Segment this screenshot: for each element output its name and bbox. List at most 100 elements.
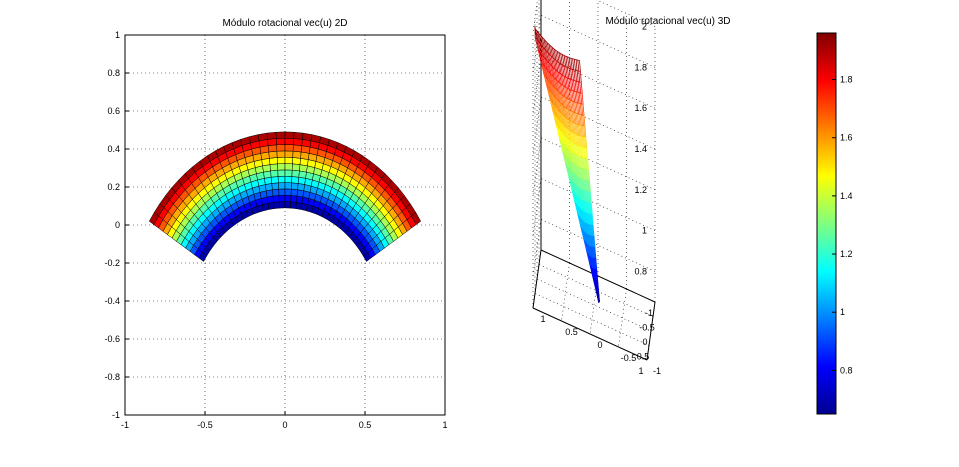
surface-line (597, 279, 599, 291)
surface-line (579, 207, 583, 220)
surface-line (570, 169, 574, 182)
surface-line (590, 235, 593, 247)
surface-line (573, 80, 576, 92)
surface-line (583, 158, 586, 170)
surface-line (564, 86, 567, 99)
surface-line (578, 135, 581, 147)
surface-line (564, 135, 568, 148)
surface-line (587, 223, 590, 236)
surface-line (558, 137, 563, 151)
surface-line (586, 223, 590, 235)
surface-line (588, 223, 591, 236)
surface-line (573, 163, 576, 175)
surface-line (571, 132, 574, 144)
surface-line (580, 157, 583, 169)
tick-label-z: 1.4 (634, 144, 647, 154)
grid-line-floor (618, 288, 627, 348)
surface-cell (267, 138, 277, 146)
grid-line-z (540, 15, 656, 68)
surface-line (545, 50, 550, 63)
surface-line (579, 146, 582, 158)
plot-2d-surface (148, 131, 422, 262)
surface-line (579, 135, 582, 147)
surface-cell (267, 144, 278, 153)
colorbar-tick-label: 1.4 (840, 191, 853, 201)
plot-3d: Módulo rotacional vec(u) 3D -1-0.500.51-… (532, 0, 731, 376)
surface-cell (291, 176, 300, 184)
surface-line (590, 235, 593, 247)
tick-label-y: 1 (115, 30, 120, 40)
surface-line (543, 38, 547, 52)
surface-line (558, 62, 562, 75)
surface-cell (291, 182, 299, 190)
surface-cell (292, 144, 303, 153)
surface-line (582, 210, 586, 223)
surface-line (588, 202, 591, 214)
surface-line (566, 164, 571, 178)
surface-line (583, 179, 586, 192)
surface-line (566, 147, 571, 160)
plot-3d-surface (534, 26, 600, 304)
surface-line (587, 169, 589, 181)
surface-line (581, 93, 584, 105)
surface-line (569, 140, 573, 153)
grid-line-z (540, 219, 656, 272)
surface-line (581, 199, 585, 212)
surface-cell (290, 188, 298, 197)
surface-line (581, 209, 585, 222)
surface-line (569, 120, 573, 133)
surface-line (571, 69, 574, 81)
surface-line (589, 202, 592, 214)
grid-line-z (532, 56, 542, 115)
surface-line (548, 62, 552, 75)
surface-line (567, 166, 572, 179)
surface-cell (276, 156, 286, 165)
surface-line (590, 213, 593, 225)
surface-line (552, 57, 556, 70)
grid-line-z (532, 219, 542, 278)
surface-line (539, 51, 543, 65)
surface-line (583, 136, 585, 148)
surface-line (565, 107, 568, 120)
surface-cell (276, 144, 286, 152)
surface-line (580, 136, 583, 148)
surface-line (584, 211, 587, 224)
surface-line (545, 76, 549, 90)
surface-line (578, 167, 582, 179)
surface-line (551, 101, 555, 115)
surface-line (547, 80, 552, 93)
surface-line (574, 133, 578, 146)
surface-line (591, 213, 594, 225)
grid-line-floor (561, 262, 570, 322)
surface-cell (269, 163, 279, 172)
surface-line (592, 224, 595, 236)
surface-cell (411, 211, 422, 225)
surface-line (550, 83, 555, 96)
surface-line (570, 100, 573, 112)
surface-line (538, 41, 542, 54)
chart-3d-title: Módulo rotacional vec(u) 3D (605, 16, 730, 27)
surface-line (553, 86, 557, 99)
tick-label-z: 1.6 (634, 103, 647, 113)
surface-line (540, 35, 544, 48)
surface-line (579, 82, 582, 94)
tick-label-x: -0.5 (639, 323, 655, 333)
grid-line-z (532, 0, 538, 33)
surface-line (589, 224, 592, 236)
surface-line (550, 55, 554, 68)
surface-line (578, 71, 581, 83)
surface-line (541, 37, 546, 50)
surface-line (563, 65, 567, 78)
surface-line (569, 89, 573, 102)
surface-line (590, 191, 592, 203)
surface-line (555, 50, 558, 62)
surface-line (568, 149, 572, 162)
surface-line (568, 176, 573, 189)
surface-cell (290, 195, 298, 203)
surface-line (566, 108, 569, 120)
surface-line (547, 52, 551, 65)
surface-cell (266, 195, 274, 204)
surface-cell (284, 194, 292, 203)
surface-cell (257, 132, 268, 142)
surface-line (562, 142, 567, 156)
